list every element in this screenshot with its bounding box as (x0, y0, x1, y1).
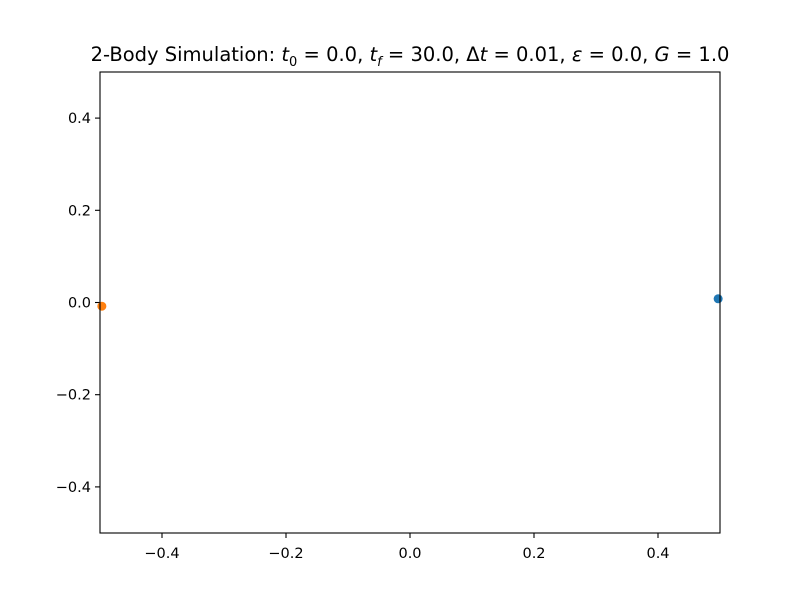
body-2-point (97, 301, 107, 311)
x-tick-label: 0.4 (646, 546, 669, 562)
y-tick-label: 0.4 (68, 111, 91, 127)
body-1-point (713, 294, 723, 304)
x-tick-label: 0.2 (522, 546, 545, 562)
chart-title: 2-Body Simulation: t0 = 0.0, tf = 30.0, … (91, 43, 730, 70)
y-tick-label: 0.0 (68, 296, 91, 312)
x-tick-label: −0.4 (144, 546, 179, 562)
x-tick-label: 0.0 (398, 546, 421, 562)
y-tick-label: −0.4 (56, 480, 91, 496)
y-tick-label: −0.2 (56, 388, 91, 404)
y-axis-ticks: −0.4 −0.2 0.0 0.2 0.4 (56, 111, 100, 496)
x-axis-ticks: −0.4 −0.2 0.0 0.2 0.4 (144, 533, 670, 562)
x-tick-label: −0.2 (268, 546, 303, 562)
y-tick-label: 0.2 (68, 203, 91, 219)
plot-area-frame (99, 71, 721, 534)
